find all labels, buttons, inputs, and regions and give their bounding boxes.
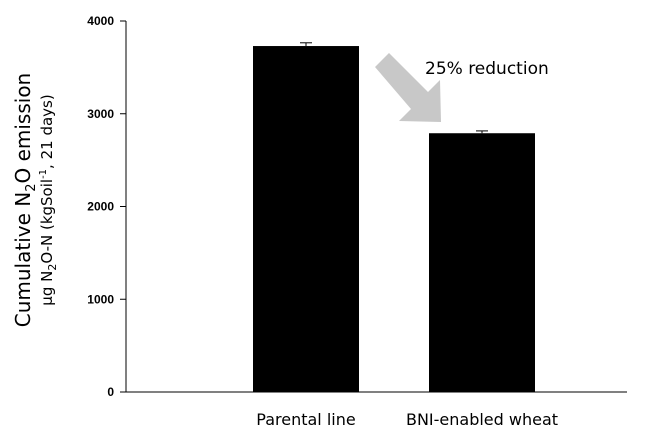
y-axis-label-line2: μg N2O-N (kgSoil-1, 21 days)	[38, 94, 59, 305]
bar	[253, 46, 359, 392]
y-tick-label: 3000	[87, 107, 114, 121]
x-tick-label: Parental line	[256, 410, 355, 429]
y-tick-label: 1000	[87, 292, 114, 306]
y-axis-sublabel: μg N2O-N (kgSoil-1, 21 days)	[38, 94, 59, 305]
x-tick-labels: Parental line BNI-enabled wheat	[256, 410, 558, 429]
reduction-arrow	[375, 53, 441, 122]
bars	[253, 42, 535, 393]
y-tick-label: 0	[107, 385, 114, 399]
y-axis-label-line1: Cumulative N2O emission	[11, 73, 39, 328]
bar	[429, 133, 535, 393]
y-tick-label: 4000	[87, 14, 114, 28]
x-tick-label: BNI-enabled wheat	[406, 410, 558, 429]
y-tick-label: 2000	[87, 200, 114, 214]
reduction-annotation: 25% reduction	[425, 59, 549, 79]
y-ticks: 0 1000 2000 3000 4000	[87, 14, 126, 399]
y-axis-label: Cumulative N2O emission	[11, 73, 39, 328]
